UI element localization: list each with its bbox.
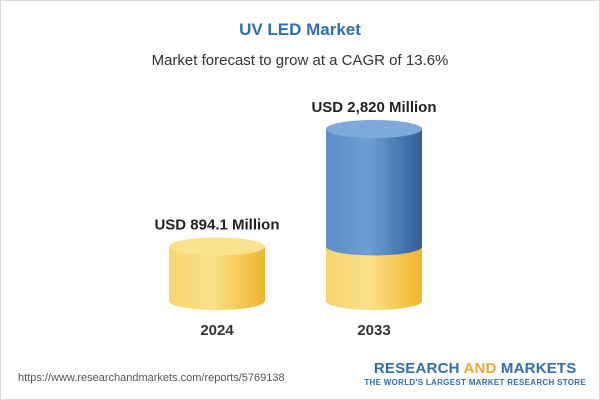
bar-2033-growth-segment — [326, 129, 422, 256]
brand-name-part2: AND — [463, 360, 497, 377]
bar-2033-top — [326, 120, 422, 138]
bar-2024-base-segment — [169, 246, 265, 310]
bar-2033-base-segment — [326, 246, 422, 310]
brand-name-part1: RESEARCH — [373, 360, 464, 377]
value-label-2033: USD 2,820 Million — [311, 99, 436, 116]
category-label-2024: 2024 — [200, 322, 234, 339]
source-url[interactable]: https://www.researchandmarkets.com/repor… — [18, 372, 285, 384]
chart-subtitle: Market forecast to grow at a CAGR of 13.… — [151, 52, 449, 69]
category-label-2033: 2033 — [357, 322, 390, 339]
bar-2024-top — [169, 237, 265, 256]
brand-tagline: THE WORLD'S LARGEST MARKET RESEARCH STOR… — [364, 378, 586, 387]
brand-logo: RESEARCH AND MARKETS THE WORLD'S LARGEST… — [364, 360, 586, 387]
value-label-2024: USD 894.1 Million — [154, 216, 279, 233]
brand-name: RESEARCH AND MARKETS — [364, 360, 586, 377]
brand-name-part3: MARKETS — [496, 360, 577, 377]
chart-title: UV LED Market — [239, 20, 361, 39]
